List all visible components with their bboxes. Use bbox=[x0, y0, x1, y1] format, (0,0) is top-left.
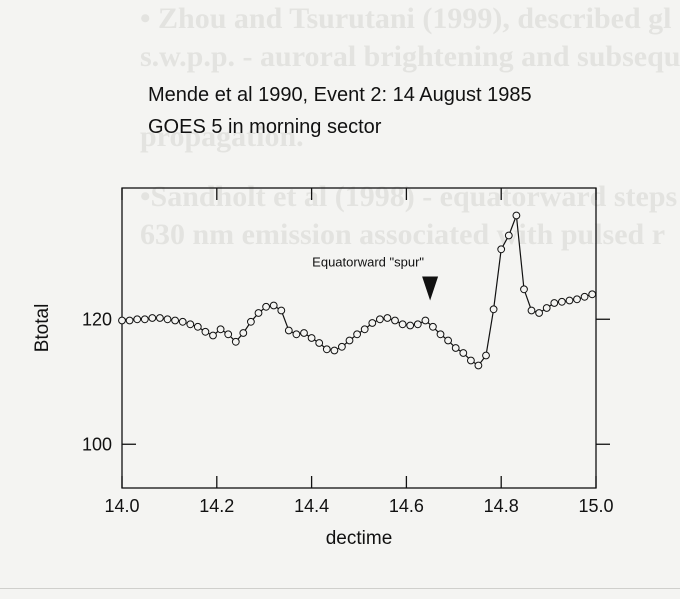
data-point bbox=[338, 342, 346, 351]
data-point bbox=[307, 334, 316, 342]
annotation-text: Equatorward "spur" bbox=[312, 255, 424, 270]
data-point bbox=[444, 336, 453, 345]
data-point bbox=[550, 299, 559, 307]
x-tick-label: 14.8 bbox=[484, 496, 519, 516]
data-point bbox=[300, 329, 308, 337]
x-tick-label: 15.0 bbox=[578, 496, 613, 516]
y-tick-label: 120 bbox=[82, 309, 112, 329]
data-point bbox=[504, 231, 513, 240]
x-tick-label: 14.6 bbox=[389, 496, 424, 516]
data-point bbox=[171, 316, 180, 325]
data-point bbox=[140, 315, 149, 324]
x-tick-label: 14.0 bbox=[104, 496, 139, 516]
data-point bbox=[118, 316, 126, 325]
data-points bbox=[118, 211, 597, 370]
data-point bbox=[277, 306, 286, 315]
data-point bbox=[315, 339, 324, 347]
data-point bbox=[322, 345, 331, 354]
x-tick-label: 14.2 bbox=[199, 496, 234, 516]
data-point bbox=[573, 295, 581, 304]
data-point bbox=[239, 329, 248, 337]
data-point bbox=[451, 344, 460, 352]
data-point bbox=[520, 285, 528, 294]
data-point bbox=[148, 314, 157, 322]
data-point bbox=[209, 331, 217, 340]
data-point bbox=[156, 314, 164, 322]
data-point bbox=[459, 349, 468, 357]
data-point bbox=[467, 356, 475, 365]
data-point bbox=[224, 330, 233, 339]
axis-ticks bbox=[121, 188, 610, 488]
data-point bbox=[436, 330, 445, 339]
data-point bbox=[429, 322, 437, 331]
data-point bbox=[186, 320, 195, 329]
data-point bbox=[247, 317, 255, 326]
data-point bbox=[527, 306, 536, 315]
chart-title: Mende et al 1990, Event 2: 14 August 198… bbox=[148, 84, 532, 106]
data-point bbox=[406, 321, 415, 330]
data-point bbox=[482, 351, 490, 360]
data-point bbox=[565, 296, 574, 305]
data-point bbox=[163, 315, 172, 324]
tick-labels: 14.0 14.2 14.4 14.6 14.8 15.0 100 120 bbox=[82, 309, 614, 516]
page-divider bbox=[0, 588, 680, 589]
data-point bbox=[231, 337, 240, 346]
data-point bbox=[580, 292, 589, 301]
data-point bbox=[391, 316, 399, 325]
data-point bbox=[262, 302, 271, 311]
data-point bbox=[413, 320, 422, 329]
data-point bbox=[284, 326, 293, 335]
data-point bbox=[588, 290, 597, 299]
data-point bbox=[125, 316, 134, 325]
data-point bbox=[133, 315, 142, 324]
data-point bbox=[535, 309, 543, 317]
data-point bbox=[360, 325, 369, 334]
chart-subtitle: GOES 5 in morning sector bbox=[148, 116, 382, 138]
data-point bbox=[542, 304, 551, 312]
data-point bbox=[269, 301, 278, 310]
data-point bbox=[558, 297, 566, 306]
plot-frame bbox=[121, 187, 597, 489]
data-point bbox=[489, 305, 498, 314]
data-point bbox=[376, 315, 384, 324]
data-point bbox=[292, 330, 301, 339]
x-axis-label: dectime bbox=[326, 528, 393, 549]
data-point bbox=[497, 245, 506, 254]
data-point bbox=[353, 330, 362, 339]
y-tick-label: 100 bbox=[82, 434, 112, 454]
data-point bbox=[383, 314, 392, 322]
data-point bbox=[201, 327, 210, 336]
data-point bbox=[254, 309, 263, 317]
y-axis-label: Btotal bbox=[32, 304, 53, 353]
data-point bbox=[368, 319, 377, 327]
data-point bbox=[421, 316, 430, 325]
data-point bbox=[474, 361, 483, 370]
data-point bbox=[178, 317, 187, 326]
data-point bbox=[216, 325, 225, 334]
data-point bbox=[330, 346, 339, 355]
data-point bbox=[345, 336, 354, 345]
data-point bbox=[512, 211, 521, 220]
x-tick-label: 14.4 bbox=[294, 496, 329, 516]
data-point bbox=[398, 320, 407, 329]
annotation-arrow bbox=[422, 276, 439, 301]
data-point bbox=[193, 322, 202, 331]
